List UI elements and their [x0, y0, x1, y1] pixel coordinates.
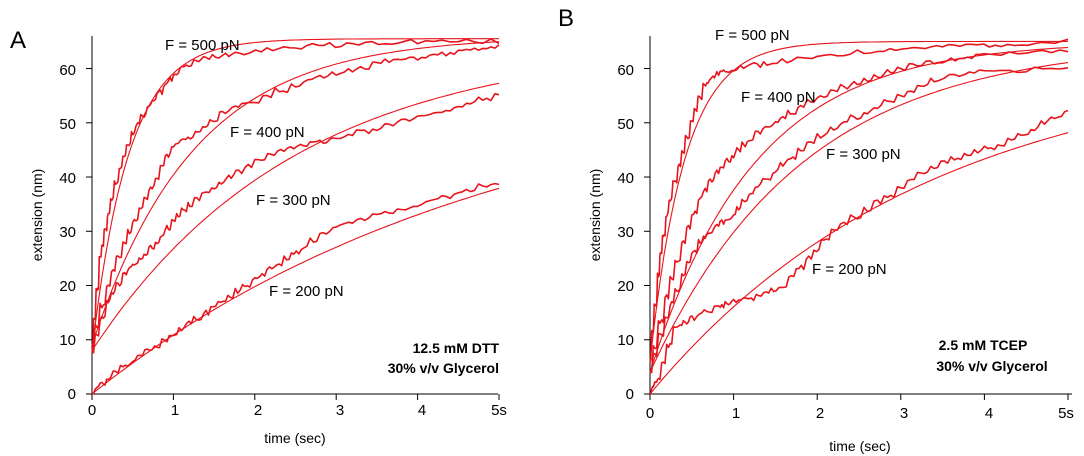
panel-a-y-ticks: 0 10 20 30 40 50 60 — [59, 62, 76, 403]
panel-a-condition-line-2: 30% v/v Glycerol — [388, 360, 499, 376]
x-tick-label: 2 — [816, 405, 824, 422]
panel-b-x-axis-title: time (sec) — [829, 438, 890, 454]
trace-curve-3 — [650, 109, 1069, 395]
fit-curve-0 — [649, 40, 1068, 362]
x-tick-label: 2 — [254, 402, 262, 419]
panel-a: A 0 10 20 30 40 50 60 0 1 2 3 4 5s time … — [10, 27, 507, 446]
x-tick-label: 0 — [646, 405, 654, 422]
fit-curve-2 — [649, 62, 1069, 373]
panel-b-letter: B — [558, 5, 574, 32]
fit-curve-1 — [91, 41, 500, 346]
panel-a-letter: A — [10, 27, 26, 54]
curve-label-200: F = 200 pN — [812, 261, 887, 278]
y-tick-label: 60 — [59, 62, 76, 79]
panel-a-curves — [86, 38, 500, 400]
y-tick-label: 20 — [59, 278, 76, 295]
y-tick-label: 10 — [59, 332, 76, 349]
y-tick-label: 50 — [617, 116, 634, 133]
panel-a-x-axis-title: time (sec) — [264, 430, 325, 446]
y-tick-label: 10 — [617, 332, 634, 349]
panel-b-x-ticks: 0 1 2 3 4 5s — [646, 405, 1074, 422]
x-tick-label: 1 — [171, 402, 179, 419]
y-tick-label: 30 — [59, 224, 76, 241]
x-tick-label: 3 — [900, 405, 908, 422]
trace-curve-0 — [649, 38, 1069, 362]
curve-label-300: F = 300 pN — [256, 192, 331, 209]
y-tick-label: 20 — [617, 278, 634, 295]
fit-curve-3 — [649, 132, 1069, 395]
panel-b-curves — [644, 38, 1069, 400]
fit-curve-1 — [649, 46, 1069, 373]
panel-a-condition-line-1: 12.5 mM DTT — [413, 340, 500, 356]
trace-curve-1 — [649, 49, 1069, 374]
trace-curve-2 — [91, 93, 500, 354]
panel-b-y-axis-title: extension (nm) — [587, 169, 603, 262]
x-tick-label: 5s — [491, 402, 507, 419]
trace-curve-1 — [91, 44, 500, 346]
fit-curve-2 — [91, 82, 500, 351]
y-tick-label: 40 — [59, 170, 76, 187]
x-tick-label: 0 — [88, 402, 96, 419]
y-tick-label: 60 — [617, 62, 634, 79]
panel-b-condition-line-1: 2.5 mM TCEP — [939, 337, 1028, 353]
trace-curve-2 — [649, 66, 1069, 373]
panel-a-y-axis-title: extension (nm) — [29, 169, 45, 262]
panel-a-x-ticks: 0 1 2 3 4 5s — [88, 402, 507, 419]
x-tick-label: 3 — [336, 402, 344, 419]
x-tick-label: 5s — [1058, 405, 1074, 422]
y-tick-label: 30 — [617, 224, 634, 241]
curve-label-500: F = 500 pN — [165, 37, 240, 54]
y-tick-label: 0 — [626, 386, 634, 403]
panel-b: B 0 10 20 30 40 50 60 0 1 2 3 4 5s time … — [558, 5, 1074, 454]
fit-curve-0 — [91, 38, 499, 351]
curve-label-400: F = 400 pN — [230, 124, 305, 141]
curve-label-300: F = 300 pN — [826, 146, 901, 163]
x-tick-label: 4 — [418, 402, 426, 419]
x-tick-label: 4 — [985, 405, 993, 422]
panel-b-y-ticks: 0 10 20 30 40 50 60 — [617, 62, 634, 403]
curve-label-400: F = 400 pN — [741, 89, 816, 106]
curve-label-500: F = 500 pN — [715, 27, 790, 44]
x-tick-label: 1 — [732, 405, 740, 422]
y-tick-label: 0 — [68, 386, 76, 403]
trace-curve-3 — [91, 182, 500, 395]
trace-curve-0 — [91, 38, 500, 354]
panel-b-condition-line-2: 30% v/v Glycerol — [936, 358, 1047, 374]
y-tick-label: 40 — [617, 170, 634, 187]
curve-label-200: F = 200 pN — [269, 283, 344, 300]
y-tick-label: 50 — [59, 116, 76, 133]
